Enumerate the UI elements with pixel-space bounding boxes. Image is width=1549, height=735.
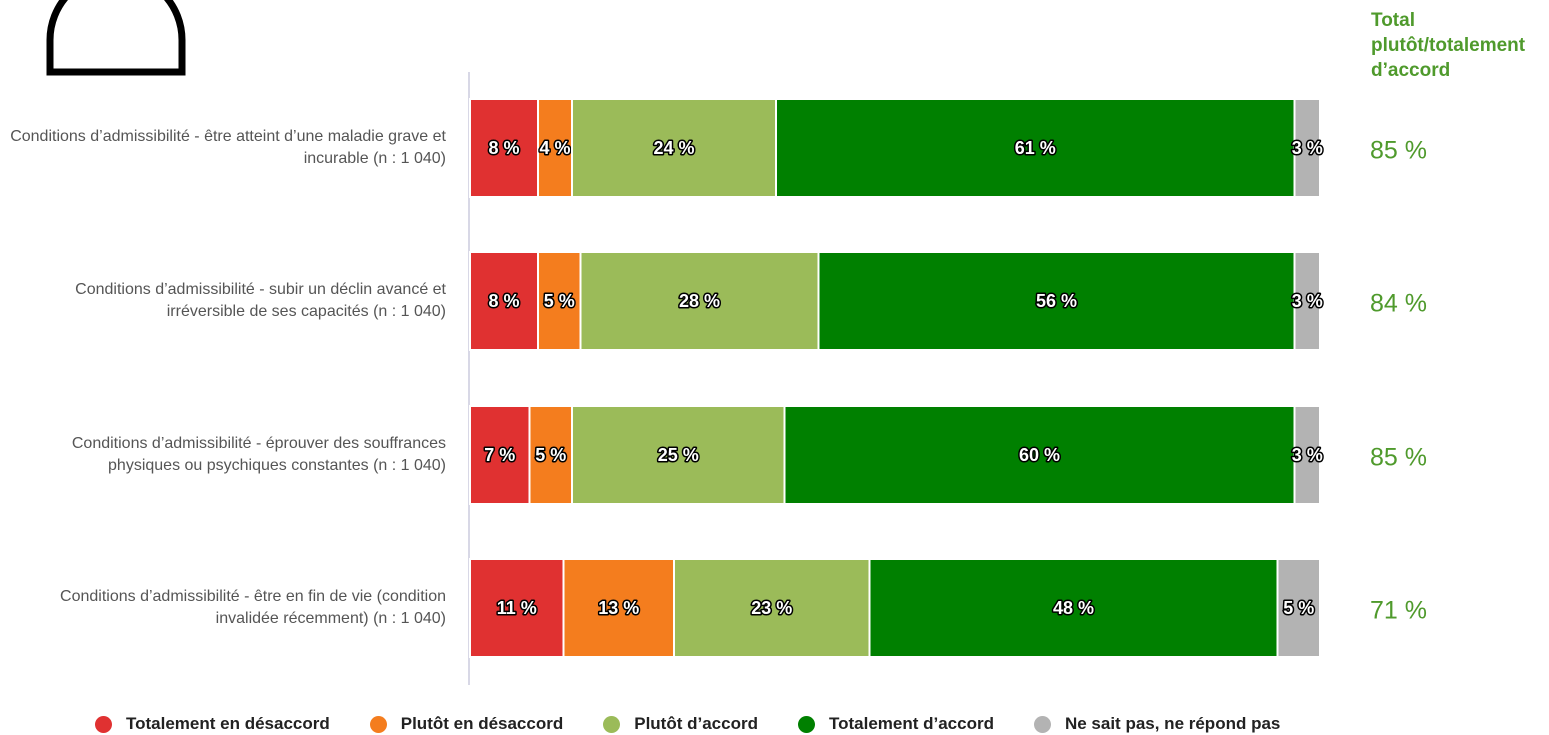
total-label: 84 % <box>1370 290 1427 318</box>
legend-swatch <box>797 715 815 733</box>
bar-segment <box>817 251 1296 351</box>
legend-label: Ne sait pas, ne répond pas <box>1064 714 1281 733</box>
totals-title: Total plutôt/totalement d’accord <box>1371 10 1526 81</box>
legend-swatch <box>369 715 387 733</box>
legend: Totalement en désaccord Plutôt en désacco… <box>95 714 1280 734</box>
bar-segment <box>868 558 1279 658</box>
y-tick-label: Conditions d’admissibilité - subir un dé… <box>75 281 446 320</box>
data-label: 4 % <box>539 138 570 158</box>
bar-segment <box>469 251 539 351</box>
data-label: 61 % <box>1015 138 1056 158</box>
bar-segment <box>775 98 1296 198</box>
data-label: 60 % <box>1019 445 1060 465</box>
data-label: 5 % <box>544 291 575 311</box>
data-label: 23 % <box>751 598 792 618</box>
total-label: 85 % <box>1370 137 1427 165</box>
legend-item: Plutôt en désaccord <box>369 714 564 734</box>
data-label: 24 % <box>653 138 694 158</box>
data-label: 56 % <box>1036 291 1077 311</box>
icon <box>46 0 186 76</box>
bar-segment <box>1293 251 1321 351</box>
legend-label: Totalement d’accord <box>828 714 994 733</box>
data-label: 11 % <box>497 598 537 618</box>
data-label: 48 % <box>1053 598 1094 618</box>
legend-label: Plutôt d’accord <box>634 714 758 733</box>
bar-segment <box>1276 558 1321 658</box>
data-label: 28 % <box>679 291 720 311</box>
legend-item: Totalement en désaccord <box>95 714 330 734</box>
bar-segment <box>469 405 531 505</box>
data-label: 5 % <box>1283 598 1314 618</box>
bar-segment <box>579 251 820 351</box>
legend-label: Totalement en désaccord <box>126 714 330 733</box>
y-tick-label: Conditions d’admissibilité - être attein… <box>10 128 446 167</box>
legend-swatch <box>95 715 112 733</box>
legend-item: Plutôt d’accord <box>603 714 758 734</box>
bar-segment <box>673 558 871 658</box>
bar-segment <box>783 405 1296 505</box>
legend-swatch <box>1033 715 1051 733</box>
data-label: 3 % <box>1292 291 1323 311</box>
legend-swatch <box>603 715 621 733</box>
data-label: 8 % <box>488 291 519 311</box>
bar-segment <box>562 558 675 658</box>
bar-segment <box>571 98 777 198</box>
total-label: 85 % <box>1370 444 1427 472</box>
y-tick-label: Conditions d’admissibilité - être en fin… <box>60 588 446 627</box>
data-label: 3 % <box>1292 138 1323 158</box>
bar-segment <box>1293 98 1321 198</box>
data-label: 25 % <box>658 445 699 465</box>
data-label: 8 % <box>488 138 519 158</box>
legend-item: Ne sait pas, ne répond pas <box>1033 714 1281 734</box>
data-label: 3 % <box>1292 445 1323 465</box>
data-label: 7 % <box>484 445 515 465</box>
bar-segment <box>537 251 582 351</box>
y-tick-label: Conditions d’admissibilité - éprouver de… <box>71 435 446 474</box>
data-label: 13 % <box>598 598 639 618</box>
legend-item: Totalement d’accord <box>797 714 994 734</box>
total-label: 71 % <box>1370 597 1427 625</box>
data-label: 5 % <box>535 445 566 465</box>
legend-label: Plutôt en désaccord <box>400 714 564 733</box>
bar-segment <box>1293 405 1321 505</box>
